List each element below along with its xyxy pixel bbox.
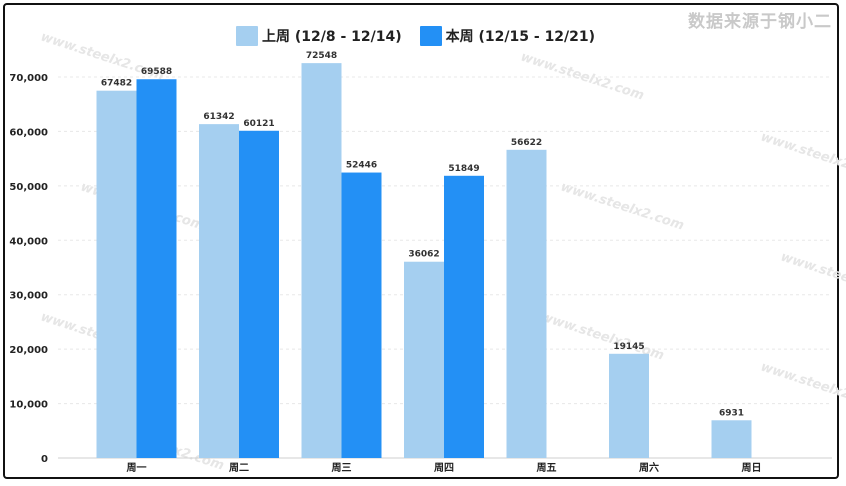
x-tick-label: 周六 <box>639 461 659 474</box>
watermark-text: www.steelx2.com <box>759 130 846 184</box>
bar-this-week <box>341 172 382 458</box>
legend-label-last-week: 上周 (12/8 - 12/14) <box>262 29 402 45</box>
data-label: 56622 <box>511 138 542 148</box>
x-tick-label: 周二 <box>229 462 249 474</box>
y-tick-label: 0 <box>41 454 48 465</box>
y-tick-label: 70,000 <box>9 73 48 84</box>
bar-this-week <box>444 175 484 458</box>
x-axis: 周一 周二 周三 周四 周五 周六 周日 <box>127 461 762 474</box>
bar-this-week <box>239 130 279 458</box>
y-tick-label: 10,000 <box>9 400 48 411</box>
bar-this-week <box>136 79 177 458</box>
source-label: 数据来源于钢小二 <box>688 12 832 32</box>
bars <box>96 63 752 459</box>
legend-item-last-week[interactable]: 上周 (12/8 - 12/14) <box>236 26 402 46</box>
legend-swatch-last-week <box>236 26 258 46</box>
watermark-text: www.steelx2.com <box>779 250 846 304</box>
data-label: 6931 <box>719 408 744 418</box>
legend-swatch-this-week <box>419 26 442 46</box>
bar-last-week <box>96 90 137 459</box>
chart-legend: 上周 (12/8 - 12/14) 本周 (12/15 - 12/21) <box>236 26 595 46</box>
data-labels: 67482 69588 61342 60121 72548 52446 36062 51849… <box>101 51 744 418</box>
legend-item-this-week[interactable]: 本周 (12/15 - 12/21) <box>419 26 596 46</box>
data-label: 69588 <box>141 67 172 77</box>
bar-last-week <box>506 149 547 458</box>
x-tick-label: 周四 <box>434 462 454 474</box>
watermark-text: www.steelx2.com <box>759 360 846 414</box>
y-axis: 0 10,000 20,000 30,000 40,000 50,000 60,000 70,… <box>9 73 48 465</box>
y-tick-label: 60,000 <box>9 127 48 138</box>
bar-last-week <box>711 420 752 458</box>
data-label: 19145 <box>613 342 644 352</box>
watermark-text: www.steelx2.com <box>559 180 686 234</box>
bar-last-week <box>301 63 342 459</box>
legend-label-this-week: 本周 (12/15 - 12/21) <box>445 29 596 45</box>
x-tick-label: 周一 <box>127 462 147 474</box>
data-label: 60121 <box>243 119 274 129</box>
y-tick-label: 20,000 <box>9 345 48 356</box>
x-tick-label: 周日 <box>742 462 762 474</box>
y-tick-label: 30,000 <box>9 291 48 302</box>
data-label: 67482 <box>101 79 132 89</box>
bar-last-week <box>199 124 239 458</box>
data-label: 61342 <box>203 112 234 122</box>
y-tick-label: 50,000 <box>9 182 48 193</box>
data-label: 52446 <box>346 161 377 171</box>
data-label: 51849 <box>448 164 479 174</box>
y-tick-label: 40,000 <box>9 236 48 247</box>
x-tick-label: 周五 <box>537 462 557 474</box>
bar-last-week <box>609 353 649 458</box>
x-tick-label: 周三 <box>332 462 352 474</box>
data-label: 72548 <box>306 51 337 61</box>
bar-last-week <box>404 261 444 458</box>
data-label: 36062 <box>408 250 439 260</box>
